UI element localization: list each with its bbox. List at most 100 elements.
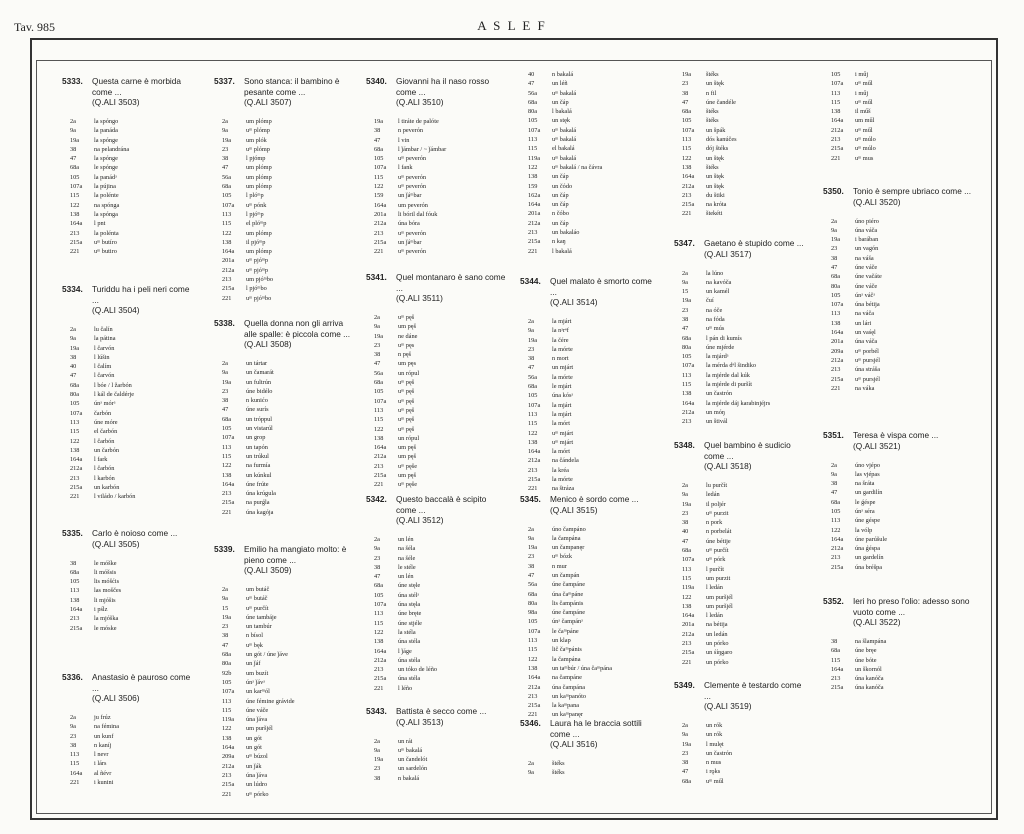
locality-code: 164a: [831, 535, 844, 543]
response-row: 221 štekéti: [674, 209, 809, 218]
dialect-form: l bakalá: [552, 247, 572, 255]
locality-code: 162a: [528, 191, 541, 199]
dialect-form: un čamarát: [246, 369, 274, 377]
dialect-form: un tapón: [246, 443, 268, 451]
response-row: 115 i lárs: [62, 759, 196, 768]
dialect-form: la pátina: [94, 335, 116, 343]
locality-code: 221: [222, 508, 232, 516]
locality-code: 38: [70, 741, 77, 749]
locality-code: 2a: [374, 314, 380, 321]
dialect-form: un karᵐól: [246, 688, 270, 696]
locality-code: 212a: [831, 545, 844, 553]
dialect-form: las vjépas: [855, 470, 880, 478]
dialect-form: úne bóte: [855, 656, 877, 664]
dialect-form: uᵐ műl: [855, 126, 873, 134]
response-row: 19a l čarvón: [62, 344, 196, 353]
dialect-form: l mulęt: [706, 740, 724, 748]
locality-code: 212a: [528, 457, 541, 465]
locality-code: 213: [682, 418, 692, 426]
locality-code: 9a: [222, 595, 228, 603]
dialect-form: čuí: [706, 297, 714, 305]
dialect-form: un štęk: [706, 182, 725, 190]
locality-code: 19a: [528, 544, 538, 552]
response-row: 105 un stęk: [520, 116, 660, 125]
dialect-form: na óče: [706, 306, 723, 314]
dialect-form: úna stęla: [398, 601, 421, 609]
entry-number: 5351.: [823, 430, 844, 440]
locality-code: 138: [682, 602, 692, 610]
dialect-form: uᵐ bakalá / na čávra: [552, 163, 603, 171]
locality-code: 164a: [222, 480, 235, 488]
dialect-form: un štivál: [706, 418, 728, 426]
dialect-form: un karbón: [94, 484, 120, 492]
locality-code: 113: [528, 136, 538, 144]
dialect-form: na pelandrána: [94, 145, 130, 153]
locality-code: 212a: [682, 630, 695, 638]
locality-code: 68a: [70, 568, 80, 576]
dialect-form: ledán: [706, 491, 720, 499]
locality-code: 164a: [222, 248, 235, 256]
locality-code: 213: [70, 229, 80, 237]
locality-code: 113: [682, 371, 692, 379]
dialect-form: uᵐ pjóᵐp: [246, 266, 269, 274]
dialect-form: uᵐ műl: [855, 80, 873, 88]
locality-code: 115: [222, 452, 232, 460]
dialect-form: um plómp: [246, 173, 272, 181]
entry-question: Anastasio è pauroso come ...: [92, 672, 191, 693]
dialect-form: la mjárt: [552, 318, 572, 325]
dialect-form: al ñévr: [94, 769, 112, 777]
locality-code: 23: [528, 553, 535, 561]
response-row: 115 el plóᵐp: [214, 219, 354, 228]
response-row: 113 úne bręte: [366, 609, 506, 618]
dialect-form: la spónge: [94, 136, 118, 144]
dialect-form: úna ǵéspa: [855, 545, 881, 553]
dialect-form: l ǰáge: [398, 647, 412, 655]
locality-code: 80a: [222, 660, 232, 668]
response-row: 113 dós kanúčes: [674, 135, 809, 144]
dialect-form: il pjóᵐp: [246, 238, 266, 246]
locality-code: 215a: [222, 781, 235, 789]
response-row: 9a ledán: [674, 490, 809, 499]
response-row: 68a le spónge: [62, 163, 196, 172]
dialect-form: um pjóᵐbo: [246, 276, 274, 284]
response-row: 23 uᵐ pęs: [366, 341, 506, 350]
entry-question: Laura ha le braccia sottili come ...: [550, 718, 642, 739]
response-row: 38 n bísol: [214, 631, 354, 640]
response-row: 38 l pjómp: [214, 154, 354, 163]
response-row: 56a la mórte: [520, 373, 660, 382]
dialect-form: úna stélᵃ: [398, 591, 420, 599]
dialect-form: úna váča: [855, 226, 878, 234]
dialect-form: ne dáne: [398, 332, 418, 340]
response-row: 164a l ǰáge: [366, 647, 506, 656]
dialect-form: úne bręte: [398, 610, 422, 618]
entry: 5343. Battista è secco come ... (Q.ALI 351…: [366, 706, 506, 783]
locality-code: 221: [374, 248, 384, 256]
response-row: 221 un pórko: [674, 658, 809, 667]
locality-code: 80a: [528, 108, 538, 116]
dialect-form: uᵐ porbél: [855, 347, 879, 355]
dialect-form: úne bręe: [855, 647, 877, 655]
response-row: 115 um purzit: [674, 574, 809, 583]
dialect-form: na furmía: [246, 462, 271, 470]
response-row: 221 uᵐ peverón: [366, 247, 506, 256]
locality-code: 47: [222, 406, 229, 414]
locality-code: 215a: [831, 684, 844, 692]
response-row: 68a uᵐ purčít: [674, 546, 809, 555]
response-row: 213 l karbón: [62, 474, 196, 483]
entry-source: (Q.ALI 3522): [853, 617, 901, 627]
response-row: 122 uᵐ bakalá / na čávra: [520, 163, 660, 172]
dialect-form: un čódo: [552, 182, 573, 190]
locality-code: 2a: [682, 722, 688, 729]
dialect-form: un škornól: [855, 665, 882, 673]
locality-code: 213: [374, 229, 384, 237]
locality-code: 164a: [528, 448, 541, 456]
locality-code: 119a: [528, 154, 541, 162]
dialect-form: um puršjél: [246, 725, 273, 733]
dialect-form: la mórt: [552, 420, 571, 428]
response-row: 38 n kaníj: [62, 741, 196, 750]
entry-source: (Q.ALI 3521): [853, 440, 901, 451]
response-row: 164a i pślz: [62, 605, 196, 614]
locality-code: 107a: [831, 80, 844, 88]
response-row: 213 um pjóᵐbo: [214, 275, 354, 284]
locality-code: 113: [831, 517, 841, 525]
